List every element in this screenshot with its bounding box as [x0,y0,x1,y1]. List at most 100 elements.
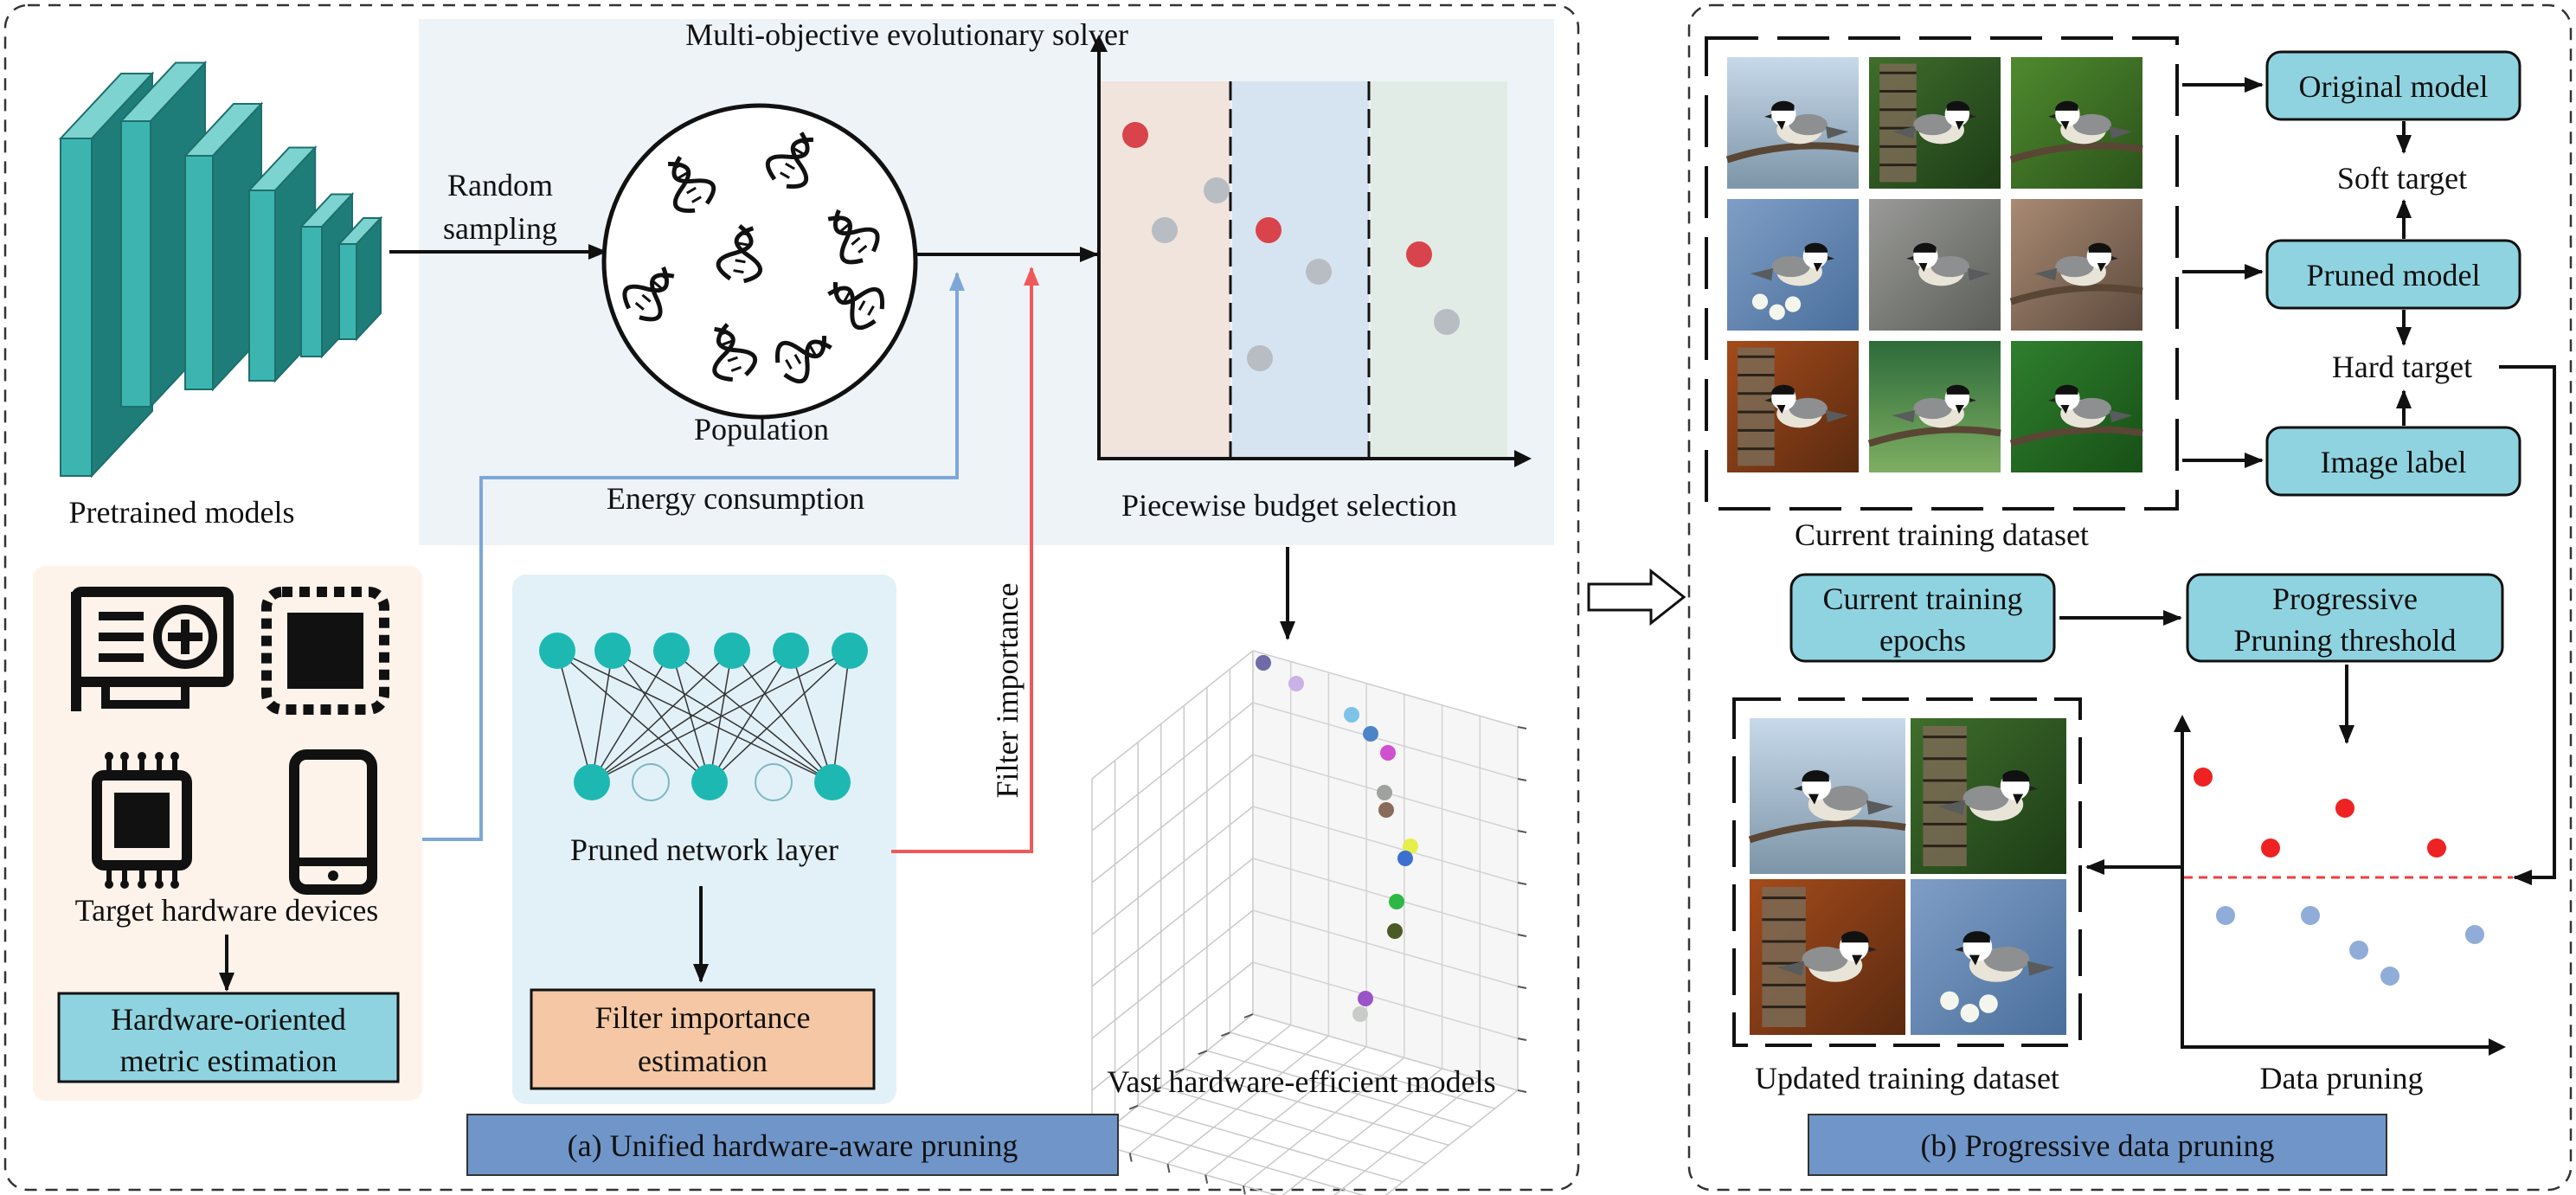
target-hardware-label: Target hardware devices [75,893,379,928]
budget-dot-gray [1204,177,1230,203]
updated-dataset-frame [1732,697,2082,1047]
pareto-model-point [1387,923,1403,939]
current-dataset-images [1725,57,2143,472]
threshold-line-2: Pruning threshold [2234,623,2457,658]
pareto-3d-plot [1082,650,1527,1195]
target-feedback-line [2499,365,2556,885]
threshold-box [2186,573,2504,663]
dna-icon [716,224,762,284]
pruned-network-diagram [539,633,868,801]
bird-image [2009,341,2143,472]
bird-image [1911,718,2066,874]
original-model-label: Original model [2299,69,2489,104]
solver-title: Multi-objective evolutionary solver [685,17,1128,52]
budget-scatter [1090,35,1532,467]
budget-dot-gray [1152,217,1178,243]
bird-image [1867,341,2001,472]
pretrained-models-icon [58,60,383,479]
soft-target-label: Soft target [2337,161,2467,196]
random-sampling-label-1: Random [447,168,553,202]
pruned-model-box [2265,239,2521,310]
filter-importance-arrow [891,267,1039,853]
fpga-chip-icon [92,752,192,889]
cpu-chip-icon [261,587,389,715]
epochs-line-1: Current training [1823,581,2023,616]
cnn-layer-front [60,138,93,477]
budget-dot-gray [1434,309,1460,335]
pareto-model-point [1380,745,1396,761]
current-dataset-frame [1705,36,2179,511]
bird-image [1748,718,1906,874]
transition-arrow [1587,568,1686,626]
filter-estimation-line-1: Filter importance [595,1000,811,1035]
hw-metric-line-2: metric estimation [120,1044,337,1078]
hw-metric-line-1: Hardware-oriented [111,1002,346,1037]
dna-icon [765,132,813,190]
current-dataset-label: Current training dataset [1795,517,2089,552]
pruned-node [755,763,793,801]
original-model-box [2265,50,2521,121]
filter-estimation-line-2: estimation [638,1044,768,1078]
piecewise-budget-label: Piecewise budget selection [1121,488,1457,523]
updated-dataset-images [1748,718,2066,1035]
network-node [814,764,851,800]
network-node [594,633,631,669]
pruned-layer-label: Pruned network layer [570,832,838,867]
cnn-layer-front [300,226,323,357]
cnn-layer-front [120,120,151,408]
budget-segment-3 [1371,81,1507,457]
data-pruning-label: Data pruning [2260,1061,2424,1095]
network-node [714,633,750,669]
pareto-model-point [1377,785,1392,800]
pruned-layer-panel [512,575,896,1104]
bird-image [2009,57,2143,189]
pretrained-models-label: Pretrained models [69,495,295,530]
caption-a-box [466,1114,1119,1176]
pareto-model-point [1403,838,1418,854]
population-label: Population [694,412,829,447]
budget-dot-gray [1306,259,1332,285]
bird-image [1725,57,1860,189]
epochs-box [1789,573,2056,663]
network-node [539,633,575,669]
hard-target-label: Hard target [2332,350,2472,384]
pareto-model-point [1397,851,1413,866]
budget-dot-red [1122,122,1148,148]
filter-importance-label: Filter importance [990,583,1025,799]
bird-image [1727,199,1859,331]
budget-dot-red [1406,241,1432,267]
budget-dot-red [1256,217,1282,243]
bird-image [2009,199,2143,331]
cnn-layer-front [338,243,357,340]
pareto-model-point [1256,655,1271,671]
dna-icon [774,336,832,384]
panel-a-border [3,3,1580,1192]
pareto-model-point [1288,676,1304,691]
dna-icon [827,282,885,331]
pareto-model-point [1378,802,1394,818]
bird-image [1911,879,2066,1035]
bird-image [1750,879,1905,1035]
budget-dot-gray [1247,345,1273,371]
pareto-model-point [1352,1006,1368,1022]
image-label-box [2265,426,2521,497]
pareto-model-point [1389,894,1404,909]
pruned-node [632,763,670,801]
vast-models-label: Vast hardware-efficient models [1107,1064,1495,1099]
bird-image [1869,57,2001,189]
threshold-line-1: Progressive [2272,581,2418,616]
bird-image [1869,199,2001,331]
panel-b-border [1687,3,2573,1192]
cnn-layer-front [184,155,214,390]
data-pruning-scatter [2174,715,2513,1056]
filter-estimation-box [530,988,876,1090]
smartphone-icon [289,749,377,895]
budget-segment-2 [1232,81,1369,457]
pruned-model-label: Pruned model [2307,258,2481,292]
budget-segment-1 [1099,81,1230,457]
network-node [773,633,809,669]
caption-b: (b) Progressive data pruning [1921,1128,2275,1163]
dna-icon [827,209,880,265]
